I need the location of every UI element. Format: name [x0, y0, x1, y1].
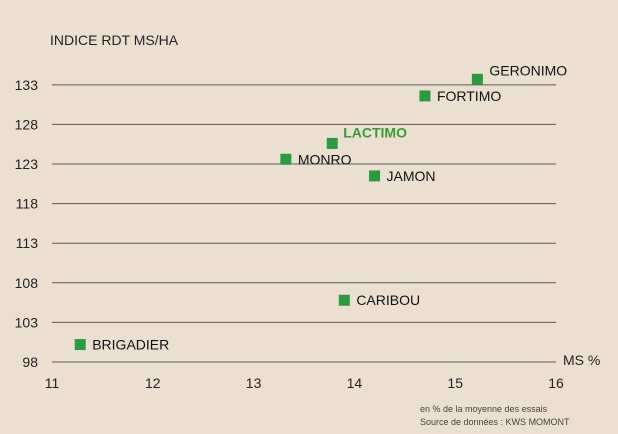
- x-tick-14: 14: [347, 375, 363, 391]
- x-tick-15: 15: [447, 375, 463, 391]
- point-label-brigadier: BRIGADIER: [92, 337, 169, 353]
- note-average: en % de la moyenne des essais: [420, 404, 548, 414]
- point-label-fortimo: FORTIMO: [437, 88, 501, 104]
- gridlines: [52, 84, 556, 363]
- y-tick-103: 103: [15, 314, 39, 330]
- x-axis-label: MS %: [563, 352, 600, 368]
- note-source: Source de données : KWS MOMONT: [420, 417, 570, 427]
- y-tick-113: 113: [16, 235, 39, 251]
- x-tick-12: 12: [145, 375, 161, 391]
- x-tick-13: 13: [246, 375, 262, 391]
- data-points: GERONIMO FORTIMO LACTIMO MONRO JAMON CARIBOU B…: [74, 62, 567, 353]
- x-tick-16: 16: [548, 375, 564, 391]
- y-tick-98: 98: [22, 354, 38, 370]
- point-marker-brigadier: [74, 339, 86, 351]
- point-label-geronimo: GERONIMO: [489, 62, 567, 78]
- y-tick-123: 123: [15, 156, 39, 172]
- point-marker-lactimo: [326, 137, 338, 149]
- point-marker-jamon: [369, 170, 381, 182]
- y-tick-133: 133: [15, 77, 39, 93]
- point-label-jamon: JAMON: [387, 168, 436, 184]
- y-axis-label: INDICE RDT MS/HA: [50, 32, 179, 48]
- point-label-monro: MONRO: [298, 151, 352, 167]
- y-tick-118: 118: [16, 196, 39, 212]
- y-tick-108: 108: [15, 275, 39, 291]
- point-marker-monro: [280, 153, 292, 165]
- point-label-caribou: CARIBOU: [356, 292, 420, 308]
- y-tick-128: 128: [15, 116, 39, 132]
- x-tick-labels: 11 12 13 14 15 16: [45, 375, 564, 391]
- y-tick-labels: 98 103 108 113 118 123 128 133: [15, 77, 39, 370]
- point-marker-geronimo: [471, 73, 483, 85]
- x-tick-11: 11: [45, 375, 60, 391]
- point-marker-caribou: [338, 294, 350, 306]
- point-label-lactimo: LACTIMO: [343, 124, 407, 140]
- point-marker-fortimo: [419, 90, 431, 102]
